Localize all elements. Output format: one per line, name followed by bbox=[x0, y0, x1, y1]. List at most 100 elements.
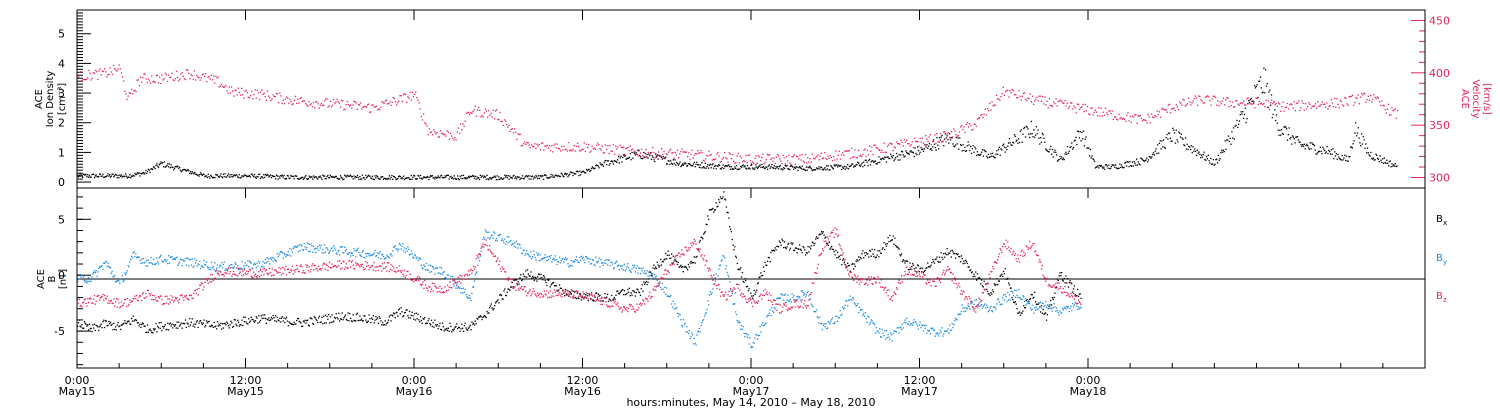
by-point bbox=[299, 250, 301, 252]
bx-point bbox=[832, 248, 835, 251]
velocity-point bbox=[625, 147, 627, 150]
bx-point bbox=[788, 249, 791, 251]
velocity-point bbox=[1246, 98, 1248, 100]
density-point bbox=[690, 164, 692, 167]
bx-point bbox=[209, 325, 211, 328]
by-point bbox=[90, 280, 92, 283]
bx-point bbox=[248, 321, 251, 324]
density-point bbox=[1307, 145, 1309, 147]
density-point bbox=[1104, 168, 1106, 170]
density-point bbox=[1006, 149, 1008, 151]
velocity-point bbox=[422, 113, 425, 115]
density-point bbox=[80, 174, 82, 176]
velocity-point bbox=[544, 145, 546, 147]
velocity-point bbox=[1131, 115, 1134, 117]
velocity-point bbox=[695, 153, 698, 155]
bx-point bbox=[339, 320, 341, 322]
density-point bbox=[301, 176, 303, 179]
bx-point bbox=[190, 321, 193, 323]
by-point bbox=[828, 321, 830, 324]
by-point bbox=[454, 282, 456, 285]
by-point bbox=[178, 261, 181, 263]
velocity-point bbox=[682, 151, 684, 153]
by-point bbox=[633, 266, 635, 269]
by-point bbox=[243, 267, 246, 269]
bx-point bbox=[360, 318, 363, 320]
velocity-point bbox=[479, 109, 481, 112]
density-point bbox=[1073, 140, 1075, 142]
bx-point bbox=[461, 323, 463, 326]
by-point bbox=[771, 307, 773, 309]
velocity-point bbox=[629, 145, 631, 147]
density-point bbox=[1341, 154, 1343, 157]
bx-point bbox=[924, 269, 926, 272]
velocity-point bbox=[1256, 97, 1258, 100]
density-point bbox=[483, 176, 485, 179]
density-point bbox=[518, 176, 520, 178]
bx-point bbox=[854, 265, 856, 268]
by-point bbox=[513, 245, 515, 248]
bx-point bbox=[270, 316, 273, 319]
bx-point bbox=[540, 273, 542, 276]
density-point bbox=[712, 163, 714, 165]
bx-point bbox=[1071, 283, 1073, 285]
bx-point bbox=[628, 287, 631, 289]
bx-point bbox=[521, 278, 524, 281]
velocity-point bbox=[335, 101, 337, 103]
bx-point bbox=[93, 323, 96, 325]
density-tick-label: 4 bbox=[58, 57, 65, 70]
velocity-point bbox=[112, 64, 115, 67]
density-point bbox=[699, 164, 701, 166]
by-point bbox=[700, 324, 702, 327]
density-point bbox=[932, 139, 935, 141]
bx-point bbox=[916, 264, 919, 266]
velocity-point bbox=[1067, 107, 1070, 109]
density-point bbox=[393, 175, 396, 178]
by-point bbox=[538, 259, 540, 262]
density-point bbox=[88, 174, 91, 177]
density-point bbox=[497, 178, 499, 181]
bx-point bbox=[842, 258, 845, 260]
density-point bbox=[831, 167, 834, 169]
velocity-point bbox=[908, 143, 910, 145]
density-point bbox=[178, 167, 180, 169]
density-point bbox=[903, 156, 905, 158]
density-point bbox=[1276, 122, 1279, 124]
density-point bbox=[574, 173, 577, 175]
by-point bbox=[586, 257, 589, 259]
density-point bbox=[772, 167, 775, 169]
bx-point bbox=[224, 322, 226, 324]
bx-point bbox=[284, 321, 286, 324]
by-point bbox=[336, 253, 338, 255]
density-point bbox=[760, 166, 762, 168]
bx-point bbox=[864, 254, 867, 257]
density-point bbox=[911, 151, 913, 153]
density-point bbox=[441, 176, 444, 179]
by-point bbox=[506, 236, 508, 238]
by-point bbox=[631, 268, 633, 270]
bx-point bbox=[475, 323, 477, 325]
velocity-point bbox=[452, 137, 454, 139]
bx-point bbox=[799, 244, 801, 246]
bx-point bbox=[607, 300, 610, 302]
bx-point bbox=[383, 324, 385, 326]
by-point bbox=[739, 322, 741, 324]
bx-point bbox=[683, 266, 685, 268]
velocity-point bbox=[618, 154, 620, 156]
bx-point bbox=[367, 320, 369, 322]
bx-point bbox=[338, 312, 340, 314]
by-point bbox=[819, 316, 821, 318]
by-point bbox=[684, 322, 686, 324]
by-point bbox=[576, 259, 578, 261]
density-point bbox=[1350, 146, 1353, 148]
by-point bbox=[422, 268, 424, 270]
velocity-point bbox=[282, 99, 284, 101]
density-point bbox=[84, 173, 86, 176]
density-point bbox=[1040, 141, 1043, 144]
density-point bbox=[627, 157, 629, 159]
density-point bbox=[553, 176, 556, 178]
by-point bbox=[297, 251, 300, 253]
density-point bbox=[1250, 97, 1252, 100]
velocity-point bbox=[279, 92, 281, 94]
density-point bbox=[369, 175, 371, 177]
